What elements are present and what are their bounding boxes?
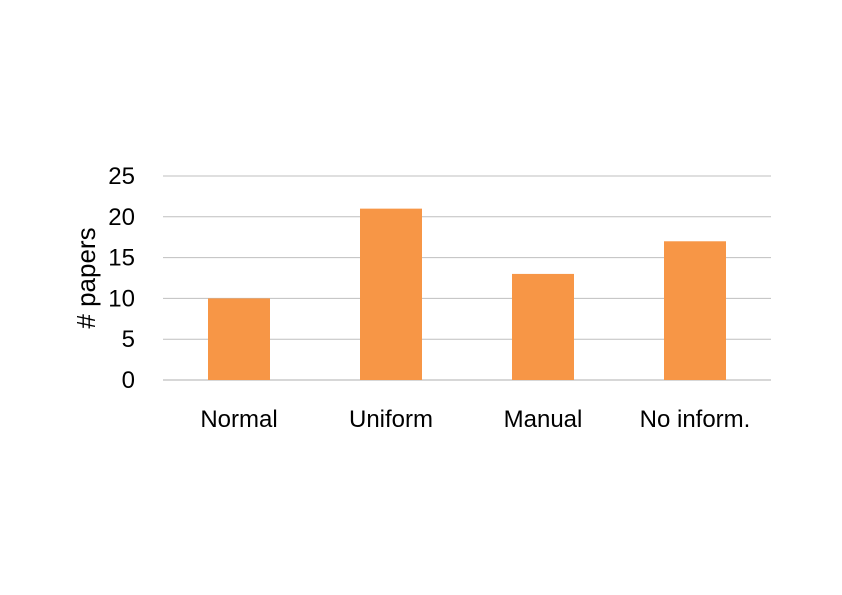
y-axis-ticks: 0 5 10 15 20 25	[108, 163, 135, 394]
x-category-label: Manual	[504, 406, 583, 433]
x-category-label: No inform.	[640, 406, 751, 433]
x-category-label: Normal	[200, 406, 277, 433]
bar	[360, 208, 422, 380]
bar	[664, 241, 726, 380]
bars	[208, 208, 726, 380]
bar	[208, 298, 270, 380]
y-tick-label: 25	[108, 163, 135, 190]
y-tick-label: 20	[108, 204, 135, 231]
y-axis-label: # papers	[71, 227, 101, 328]
x-axis-categories: Normal Uniform Manual No inform.	[200, 406, 750, 433]
bar	[512, 273, 574, 380]
y-tick-label: 15	[108, 245, 135, 272]
y-tick-label: 0	[122, 367, 135, 394]
y-tick-label: 5	[122, 326, 135, 353]
y-tick-label: 10	[108, 285, 135, 312]
x-category-label: Uniform	[349, 406, 433, 433]
